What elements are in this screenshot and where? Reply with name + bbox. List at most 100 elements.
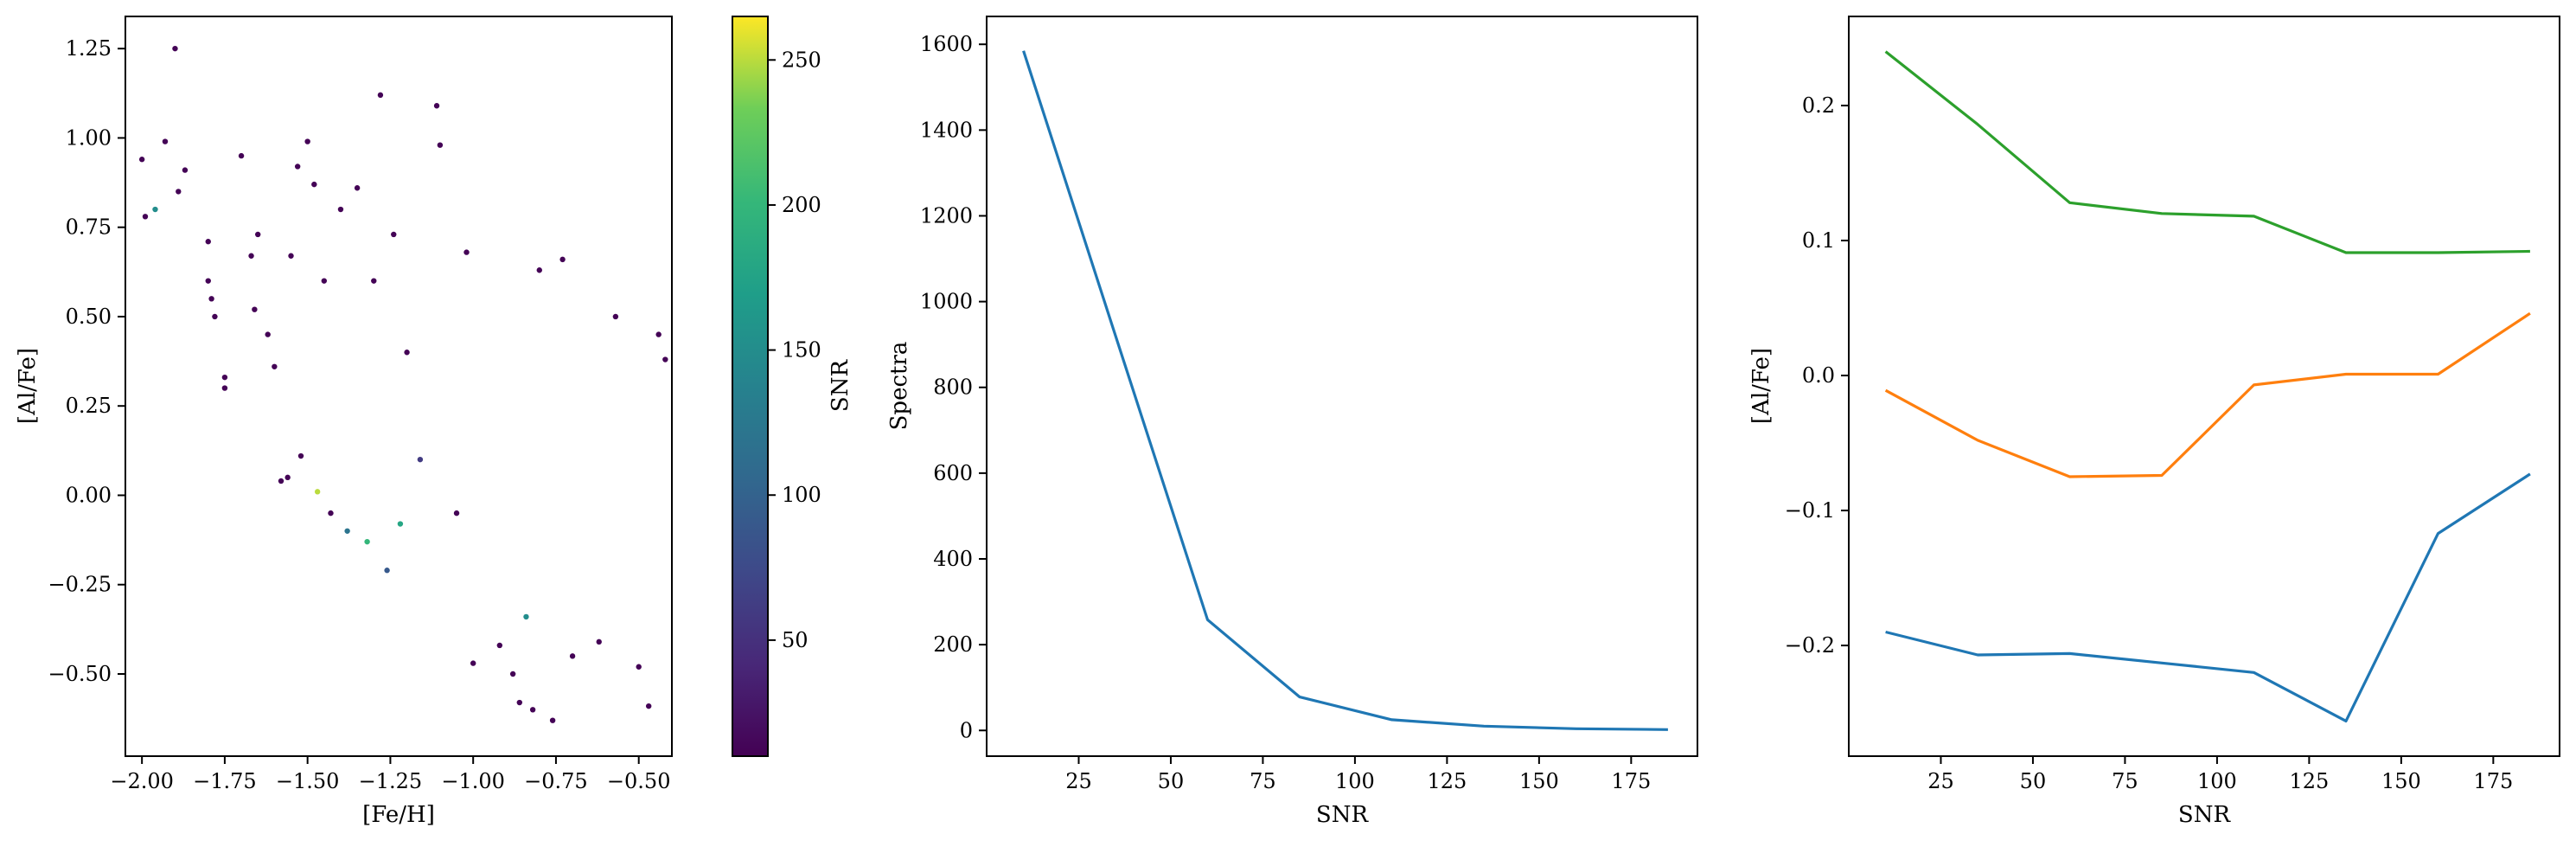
alfe-x-tick-label: 75 bbox=[2112, 769, 2138, 793]
scatter-point bbox=[569, 653, 576, 659]
scatter-point bbox=[404, 350, 410, 356]
scatter-y-tick-label: 0.75 bbox=[66, 215, 112, 240]
scatter-x-label: [Fe/H] bbox=[362, 802, 435, 828]
alfe-y-tick-label: −0.2 bbox=[1785, 633, 1835, 658]
spectra-y-tick-label: 1600 bbox=[920, 32, 973, 56]
spectra-y-tick-label: 200 bbox=[933, 632, 973, 657]
scatter-point bbox=[238, 152, 245, 159]
scatter-y-axis: −0.50 −0.25 0.00 0.25 0.50 0.75 1.00 1.25 bbox=[48, 36, 125, 686]
scatter-point bbox=[172, 45, 178, 52]
spectra-x-tick-label: 25 bbox=[1065, 769, 1092, 793]
scatter-panel: −2.00 −1.75 −1.50 −1.25 −1.00 −0.75 −0.50 −0.5… bbox=[15, 16, 673, 828]
scatter-y-tick-label: 0.00 bbox=[66, 483, 112, 507]
scatter-y-tick-label: −0.25 bbox=[48, 573, 112, 597]
scatter-point bbox=[176, 189, 182, 195]
scatter-point bbox=[248, 253, 254, 259]
scatter-point bbox=[496, 642, 503, 649]
spectra-y-axis: 0 200 400 600 800 1000 1200 1400 1600 bbox=[920, 32, 987, 742]
scatter-point bbox=[321, 278, 328, 284]
scatter-point bbox=[221, 374, 228, 381]
scatter-point bbox=[559, 256, 566, 263]
scatter-point bbox=[636, 664, 642, 670]
scatter-point bbox=[162, 138, 169, 144]
spectra-x-tick-label: 100 bbox=[1335, 769, 1375, 793]
alfe-series-line-3 bbox=[1884, 50, 2530, 254]
scatter-point bbox=[391, 231, 397, 238]
alfe-panel: 25 50 75 100 125 150 175 −0.2 −0.1 0.0 0.1 0.2 SNR… bbox=[1748, 16, 2560, 828]
alfe-y-tick-label: −0.1 bbox=[1785, 498, 1835, 523]
colorbar-tick-label: 50 bbox=[782, 628, 809, 652]
scatter-point bbox=[304, 138, 310, 144]
scatter-point bbox=[397, 521, 404, 527]
scatter-point bbox=[662, 356, 668, 363]
alfe-plot-frame bbox=[1848, 16, 2560, 757]
spectra-y-tick-label: 800 bbox=[933, 375, 973, 400]
scatter-point bbox=[252, 306, 258, 312]
alfe-y-label: [Al/Fe] bbox=[1748, 348, 1774, 424]
scatter-point bbox=[536, 267, 542, 273]
scatter-point bbox=[311, 181, 317, 188]
scatter-point bbox=[470, 660, 476, 666]
scatter-point bbox=[463, 249, 470, 255]
alfe-x-tick-label: 100 bbox=[2197, 769, 2237, 793]
scatter-x-tick-label: −1.25 bbox=[359, 769, 423, 793]
alfe-lines bbox=[1884, 50, 2531, 722]
scatter-point bbox=[377, 92, 384, 99]
alfe-x-tick-label: 150 bbox=[2381, 769, 2421, 793]
scatter-point bbox=[314, 489, 321, 495]
scatter-point bbox=[384, 568, 390, 574]
spectra-y-tick-label: 400 bbox=[933, 547, 973, 571]
scatter-plot-frame bbox=[125, 16, 673, 757]
scatter-point bbox=[205, 239, 211, 245]
colorbar-tick-label: 250 bbox=[782, 48, 821, 72]
alfe-x-tick-label: 175 bbox=[2473, 769, 2513, 793]
scatter-point bbox=[265, 331, 271, 337]
scatter-points bbox=[138, 45, 668, 723]
alfe-y-axis: −0.2 −0.1 0.0 0.1 0.2 bbox=[1785, 93, 1849, 658]
colorbar-label: SNR bbox=[828, 359, 853, 413]
alfe-x-tick-label: 125 bbox=[2289, 769, 2329, 793]
scatter-point bbox=[549, 717, 556, 723]
scatter-point bbox=[433, 103, 440, 109]
scatter-y-tick-label: 1.25 bbox=[66, 36, 112, 61]
alfe-y-tick-label: 0.0 bbox=[1802, 363, 1835, 388]
spectra-x-tick-label: 50 bbox=[1158, 769, 1185, 793]
colorbar-tick-label: 150 bbox=[782, 338, 821, 363]
scatter-point bbox=[212, 313, 218, 320]
scatter-x-tick-label: −2.00 bbox=[110, 769, 174, 793]
scatter-x-tick-label: −1.75 bbox=[193, 769, 257, 793]
alfe-y-tick-label: 0.1 bbox=[1802, 228, 1835, 253]
scatter-x-tick-label: −1.50 bbox=[276, 769, 340, 793]
scatter-point bbox=[255, 231, 261, 238]
spectra-series-line-1 bbox=[1022, 50, 1668, 731]
spectra-y-label: Spectra bbox=[886, 342, 912, 431]
alfe-x-axis: 25 50 75 100 125 150 175 bbox=[1927, 756, 2513, 793]
scatter-y-tick-label: 0.25 bbox=[66, 394, 112, 418]
scatter-x-tick-label: −0.75 bbox=[524, 769, 588, 793]
alfe-x-tick-label: 50 bbox=[2020, 769, 2047, 793]
alfe-y-tick-label: 0.2 bbox=[1802, 93, 1835, 118]
scatter-y-tick-label: 0.50 bbox=[66, 305, 112, 329]
alfe-x-tick-label: 25 bbox=[1927, 769, 1954, 793]
scatter-point bbox=[596, 638, 602, 645]
scatter-point bbox=[138, 157, 145, 163]
scatter-point bbox=[337, 206, 344, 213]
spectra-y-tick-label: 1000 bbox=[920, 290, 973, 314]
scatter-x-tick-label: −0.50 bbox=[607, 769, 671, 793]
scatter-point bbox=[208, 296, 214, 302]
spectra-x-tick-label: 175 bbox=[1611, 769, 1651, 793]
scatter-point bbox=[328, 510, 334, 517]
scatter-point bbox=[509, 671, 516, 677]
spectra-lines bbox=[1022, 50, 1668, 731]
scatter-point bbox=[288, 253, 294, 259]
spectra-panel: 25 50 75 100 125 150 175 0 200 400 600 800 1000 1200… bbox=[886, 16, 1698, 828]
spectra-x-tick-label: 125 bbox=[1427, 769, 1467, 793]
scatter-point bbox=[371, 278, 377, 284]
spectra-y-tick-label: 1400 bbox=[920, 118, 973, 142]
scatter-point bbox=[182, 167, 189, 173]
scatter-point bbox=[284, 474, 291, 481]
scatter-point bbox=[529, 707, 536, 713]
scatter-point bbox=[516, 699, 523, 706]
spectra-x-axis: 25 50 75 100 125 150 175 bbox=[1065, 756, 1651, 793]
alfe-series-line-1 bbox=[1885, 472, 2531, 722]
